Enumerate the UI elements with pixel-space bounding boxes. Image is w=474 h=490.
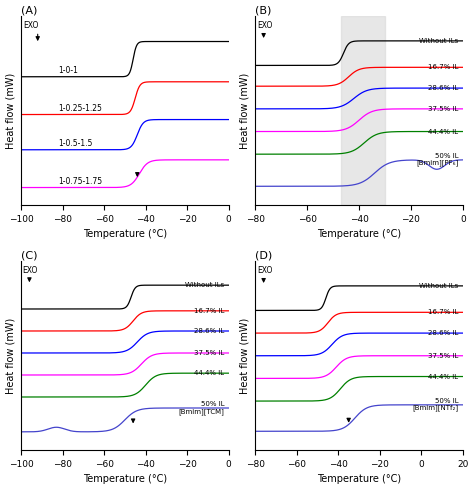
Text: (B): (B) (255, 5, 272, 16)
Text: 1-0.75-1.75: 1-0.75-1.75 (58, 176, 102, 186)
X-axis label: Temperature (°C): Temperature (°C) (83, 229, 167, 240)
Text: (C): (C) (21, 250, 37, 261)
Text: (A): (A) (21, 5, 37, 16)
X-axis label: Temperature (°C): Temperature (°C) (317, 229, 401, 240)
Text: 28.6% IL: 28.6% IL (194, 328, 224, 334)
X-axis label: Temperature (°C): Temperature (°C) (317, 474, 401, 485)
Text: (D): (D) (255, 250, 273, 261)
Text: EXO: EXO (257, 267, 273, 275)
Text: 37.5% IL: 37.5% IL (194, 350, 224, 356)
Text: 1-0.5-1.5: 1-0.5-1.5 (58, 139, 93, 148)
Text: 37.5% IL: 37.5% IL (428, 106, 459, 112)
Y-axis label: Heat flow (mW): Heat flow (mW) (240, 318, 250, 394)
Text: Without ILs: Without ILs (419, 283, 459, 289)
Y-axis label: Heat flow (mW): Heat flow (mW) (240, 73, 250, 149)
Y-axis label: Heat flow (mW): Heat flow (mW) (6, 318, 16, 394)
Text: 1-0.25-1.25: 1-0.25-1.25 (58, 103, 102, 113)
Text: 28.6% IL: 28.6% IL (428, 330, 459, 336)
X-axis label: Temperature (°C): Temperature (°C) (83, 474, 167, 485)
Text: 1-0-1: 1-0-1 (58, 66, 78, 75)
Y-axis label: Heat flow (mW): Heat flow (mW) (6, 73, 16, 149)
Text: 37.5% IL: 37.5% IL (428, 353, 459, 359)
Text: Without ILs: Without ILs (419, 38, 459, 44)
Text: 28.6% IL: 28.6% IL (428, 85, 459, 91)
Text: EXO: EXO (22, 266, 37, 275)
Bar (341, 16, 385, 205)
Text: 50% IL
[Bmim][TCM]: 50% IL [Bmim][TCM] (179, 401, 224, 415)
Text: EXO: EXO (257, 22, 273, 30)
Text: 50% IL
[Bmim][PF₆]: 50% IL [Bmim][PF₆] (416, 153, 459, 167)
Text: 50% IL
[Bmim][NTf₂]: 50% IL [Bmim][NTf₂] (412, 398, 459, 412)
Text: Without ILs: Without ILs (185, 282, 224, 288)
Text: 44.4% IL: 44.4% IL (194, 370, 224, 376)
Text: 16.7% IL: 16.7% IL (428, 309, 459, 316)
Text: 44.4% IL: 44.4% IL (428, 373, 459, 380)
Text: EXO: EXO (23, 21, 38, 30)
Text: 16.7% IL: 16.7% IL (428, 64, 459, 71)
Text: 16.7% IL: 16.7% IL (194, 308, 224, 314)
Text: 44.4% IL: 44.4% IL (428, 128, 459, 135)
